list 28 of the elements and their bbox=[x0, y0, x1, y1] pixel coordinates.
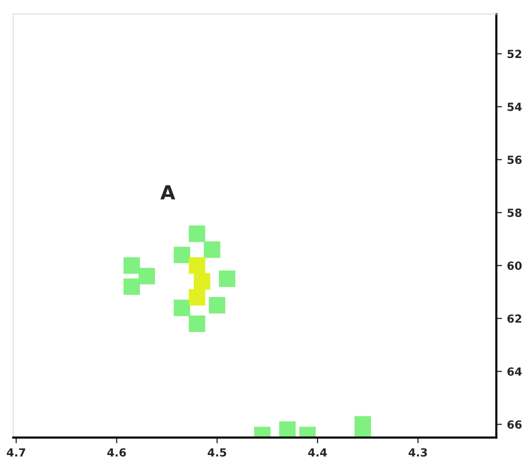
y-tick-label: 52 bbox=[508, 50, 522, 58]
point bbox=[124, 278, 140, 295]
point bbox=[194, 273, 210, 290]
y-tick-label: 54 bbox=[508, 102, 522, 112]
x-tick-label: 4.6 bbox=[107, 448, 126, 457]
y-tick-label: 62 bbox=[507, 314, 522, 323]
point bbox=[204, 241, 220, 258]
x-tick-label: 4.3 bbox=[408, 448, 427, 457]
point bbox=[188, 316, 206, 332]
y-tick-label: 64 bbox=[507, 367, 522, 376]
point bbox=[174, 246, 190, 264]
point bbox=[279, 421, 296, 438]
point bbox=[188, 257, 206, 274]
point bbox=[188, 226, 206, 242]
y-tick-label: 56 bbox=[508, 156, 522, 164]
point bbox=[208, 297, 226, 314]
point bbox=[124, 257, 140, 274]
y-tick-label: 66 bbox=[507, 420, 522, 429]
x-tick-label: 4.4 bbox=[308, 448, 327, 456]
x-tick-label: 4.5 bbox=[208, 448, 226, 457]
x-tick-label: 4.7 bbox=[6, 448, 26, 456]
point bbox=[188, 289, 206, 306]
y-tick-label: 60 bbox=[507, 261, 522, 270]
y-tick-label: 58 bbox=[508, 208, 522, 217]
annotation: A bbox=[160, 185, 176, 200]
point bbox=[138, 268, 156, 284]
point bbox=[174, 300, 190, 316]
point bbox=[218, 270, 236, 287]
